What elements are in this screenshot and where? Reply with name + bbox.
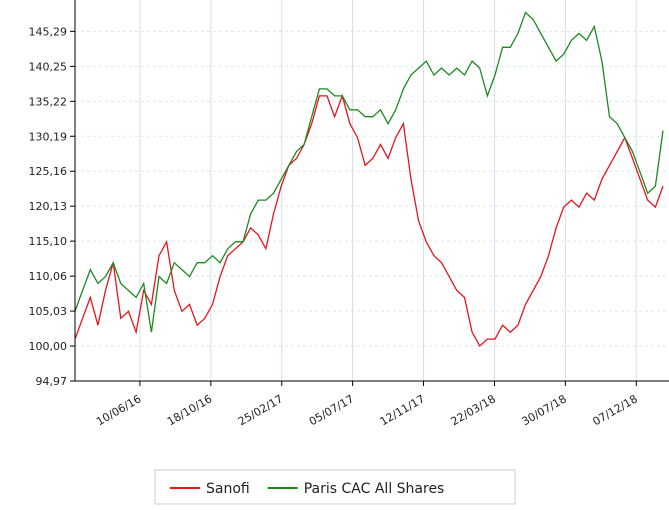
y-tick-label: 130,19: [29, 130, 68, 143]
y-tick-label: 125,16: [29, 165, 68, 178]
y-tick-label: 100,00: [29, 340, 68, 353]
x-tick-label: 18/10/16: [165, 392, 214, 428]
y-tick-label: 115,10: [29, 235, 68, 248]
y-tick-label: 110,06: [29, 270, 68, 283]
y-tick-label: 94,97: [36, 375, 68, 388]
x-tick-label: 25/02/17: [236, 392, 285, 428]
x-tick-label: 12/11/17: [378, 392, 427, 428]
y-tick-label: 140,25: [29, 60, 68, 73]
y-tick-label: 135,22: [29, 95, 68, 108]
x-tick-label: 07/12/18: [590, 392, 639, 428]
y-tick-label: 105,03: [29, 305, 68, 318]
y-tick-label: 145,29: [29, 25, 68, 38]
series-line: [75, 11, 664, 333]
x-tick-label: 30/07/18: [520, 392, 569, 428]
series-line: [75, 93, 664, 348]
x-tick-label: 05/07/17: [307, 392, 356, 428]
y-tick-label: 120,13: [29, 200, 68, 213]
legend-box: [154, 469, 516, 505]
legend-label: Paris CAC All Shares: [304, 481, 445, 497]
x-tick-label: 10/06/16: [94, 392, 143, 428]
x-tick-label: 22/03/18: [449, 392, 498, 428]
legend-label: Sanofi: [206, 481, 250, 497]
